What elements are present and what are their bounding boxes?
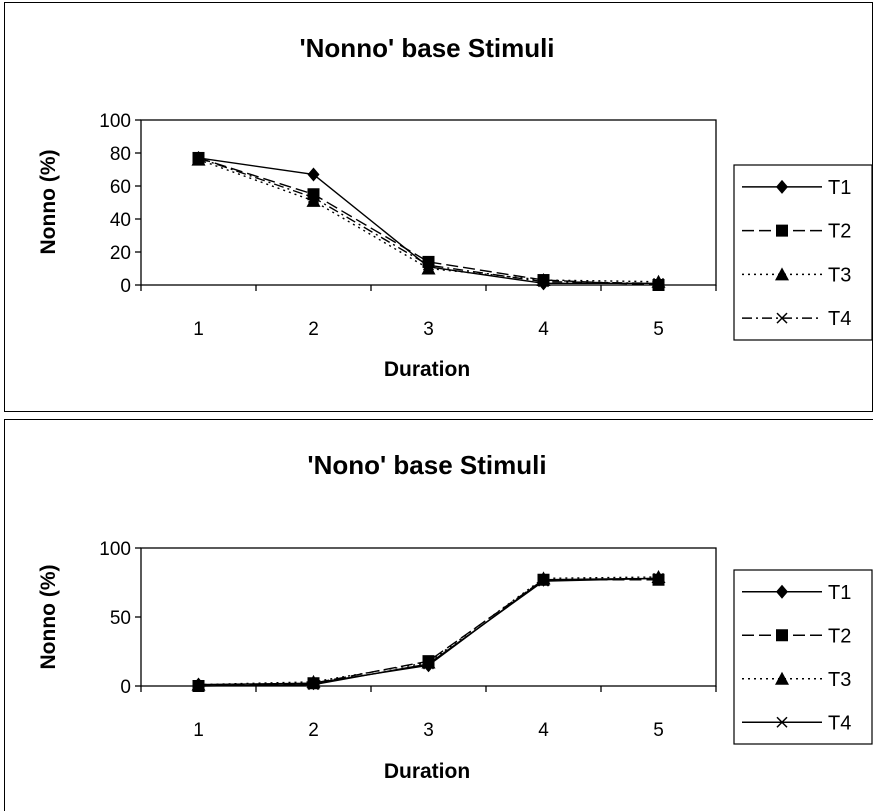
legend-marker-t4 (776, 312, 788, 324)
marker-stroke (537, 575, 550, 587)
data-point-t4 (192, 680, 205, 692)
marker-stroke (422, 658, 435, 670)
marker-stroke (192, 680, 205, 692)
y-tick-label: 0 (120, 677, 131, 698)
legend-label: T3 (828, 669, 851, 691)
series-line-t3 (198, 158, 659, 283)
data-point-t1 (307, 167, 320, 182)
y-tick-label: 40 (110, 210, 131, 231)
legend-label: T2 (828, 625, 851, 647)
data-point-t3 (191, 677, 206, 691)
data-point-t3 (651, 569, 666, 583)
data-point-t3 (421, 655, 436, 669)
x-axis-title: Duration (384, 358, 470, 381)
marker-stroke (776, 312, 788, 324)
y-tick-label: 20 (110, 243, 131, 264)
data-point-t4 (652, 572, 665, 584)
chart-title: 'Nonno' base Stimuli (299, 33, 554, 63)
legend-marker-t4 (776, 716, 788, 728)
data-point-t4 (537, 575, 550, 587)
legend-box (733, 164, 873, 341)
marker-stroke (537, 276, 550, 288)
legend-marker-t1 (776, 584, 788, 599)
chart-nono-base: 'Nono' base Stimuli 0 50 100 1 2 3 4 5 Duration No… (4, 419, 873, 811)
y-tick-label: 80 (110, 144, 131, 165)
x-axis-title: Duration (384, 760, 470, 783)
marker-stroke (652, 277, 665, 289)
legend-label: T2 (828, 221, 851, 243)
chart-svg: 'Nono' base Stimuli 0 50 100 1 2 3 4 5 Duration No… (37, 450, 873, 783)
x-tick-label: 4 (538, 319, 549, 340)
legend-label: T1 (828, 177, 851, 199)
legend-label: T4 (828, 308, 851, 330)
legend-label: T4 (828, 712, 851, 734)
legend-label: T1 (828, 582, 851, 604)
legend-marker-t3 (775, 267, 789, 281)
legend-marker-t1 (776, 179, 788, 194)
legend-marker-t3 (775, 671, 789, 685)
legend-box (733, 569, 873, 745)
chart-title: 'Nono' base Stimuli (307, 450, 546, 480)
data-point-t4 (422, 658, 435, 670)
x-tick-label: 3 (423, 720, 434, 741)
x-tick-label: 2 (308, 720, 319, 741)
x-tick-label: 1 (193, 319, 204, 340)
y-axis-title: Nonno (%) (37, 565, 60, 670)
x-tick-label: 1 (193, 720, 204, 741)
y-axis-title: Nonno (%) (37, 150, 60, 255)
chart-svg: 'Nonno' base Stimuli 0 20 40 60 80 100 1 2 3 4 5 Dur… (37, 33, 873, 381)
legend-marker-t2 (776, 224, 788, 237)
marker-stroke (192, 152, 205, 164)
x-tick-label: 3 (423, 319, 434, 340)
data-point-t3 (421, 261, 436, 275)
x-tick-label: 5 (653, 319, 664, 340)
data-point-t4 (307, 192, 320, 204)
legend-marker-t2 (776, 629, 788, 642)
data-point-t4 (652, 277, 665, 289)
data-point-t3 (651, 274, 666, 288)
data-point-t4 (537, 276, 550, 288)
x-tick-label: 5 (653, 720, 664, 741)
chart-nonno-base: 'Nonno' base Stimuli 0 20 40 60 80 100 1 2 3 4 5 Dur… (4, 2, 873, 412)
legend-label: T3 (828, 264, 851, 286)
plot-area (140, 119, 717, 286)
marker-stroke (422, 259, 435, 271)
y-tick-label: 100 (99, 539, 131, 560)
y-tick-label: 100 (99, 111, 131, 132)
y-tick-label: 0 (120, 276, 131, 297)
marker-stroke (652, 572, 665, 584)
x-tick-label: 4 (538, 720, 549, 741)
marker-stroke (776, 716, 788, 728)
marker-stroke (307, 679, 320, 691)
data-point-t4 (422, 259, 435, 271)
marker-stroke (307, 192, 320, 204)
y-tick-label: 50 (110, 608, 131, 629)
data-point-t4 (192, 152, 205, 164)
y-tick-label: 60 (110, 177, 131, 198)
data-point-t3 (536, 273, 551, 287)
data-point-t3 (306, 193, 321, 207)
data-point-t4 (307, 679, 320, 691)
x-tick-label: 2 (308, 319, 319, 340)
